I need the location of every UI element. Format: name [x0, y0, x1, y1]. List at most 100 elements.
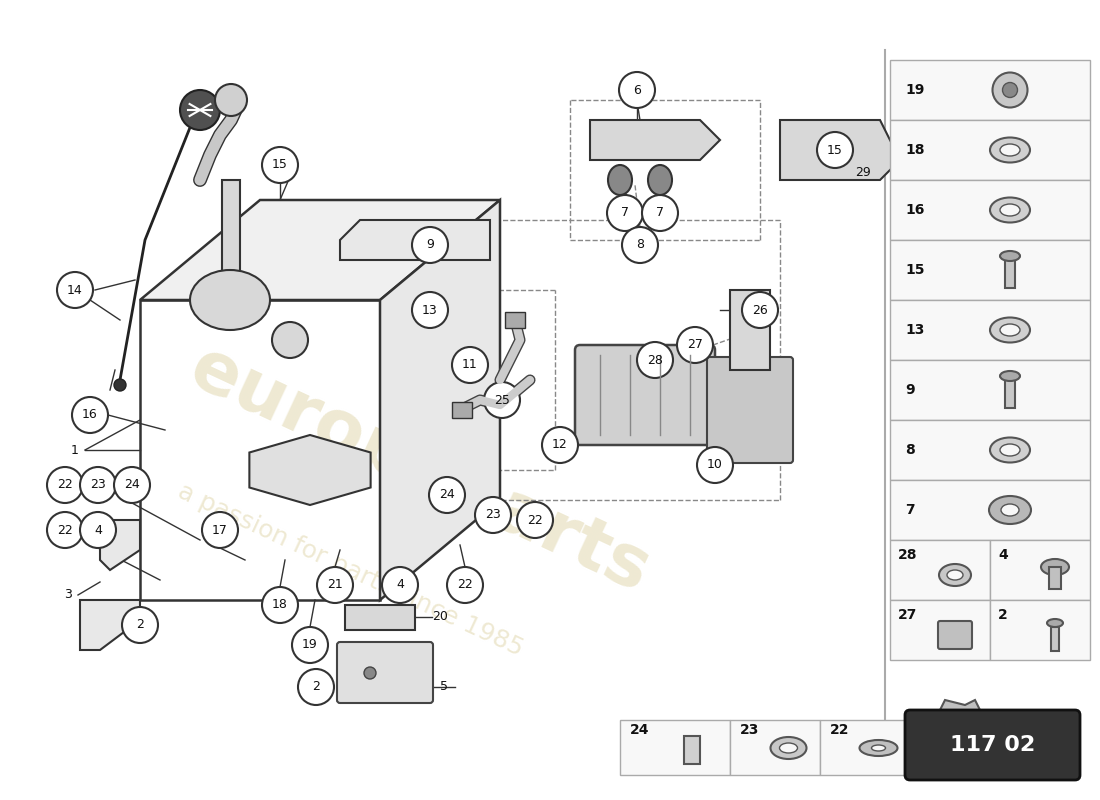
Circle shape: [697, 447, 733, 483]
Circle shape: [272, 322, 308, 358]
Bar: [890, 360, 1090, 420]
Text: 4: 4: [396, 578, 404, 591]
Text: 5: 5: [440, 681, 448, 694]
Bar: [683, 736, 700, 764]
Ellipse shape: [1000, 371, 1020, 381]
FancyBboxPatch shape: [905, 710, 1080, 780]
Text: 13: 13: [905, 323, 924, 337]
Text: 25: 25: [494, 394, 510, 406]
Circle shape: [57, 272, 94, 308]
Polygon shape: [590, 120, 720, 160]
Circle shape: [298, 669, 334, 705]
Ellipse shape: [947, 570, 962, 580]
Bar: [1005, 260, 1015, 288]
Text: 2: 2: [136, 618, 144, 631]
Text: 117 02: 117 02: [950, 735, 1035, 755]
Ellipse shape: [648, 165, 672, 195]
Text: 23: 23: [90, 478, 106, 491]
Circle shape: [429, 477, 465, 513]
Bar: [890, 180, 1090, 240]
Circle shape: [262, 147, 298, 183]
Text: 9: 9: [905, 383, 914, 397]
Ellipse shape: [1000, 324, 1020, 336]
Text: 22: 22: [57, 523, 73, 537]
Bar: [452, 402, 472, 418]
Circle shape: [262, 587, 298, 623]
Ellipse shape: [859, 740, 898, 756]
Text: 17: 17: [212, 523, 228, 537]
Circle shape: [382, 567, 418, 603]
Circle shape: [114, 467, 150, 503]
Text: 13: 13: [422, 303, 438, 317]
Ellipse shape: [780, 743, 798, 753]
Ellipse shape: [608, 165, 632, 195]
Ellipse shape: [1000, 204, 1020, 216]
Point: [653, 350, 667, 360]
Circle shape: [452, 347, 488, 383]
FancyBboxPatch shape: [938, 621, 972, 649]
Text: 19: 19: [302, 638, 318, 651]
Circle shape: [517, 502, 553, 538]
Circle shape: [214, 84, 248, 116]
Ellipse shape: [939, 564, 971, 586]
Ellipse shape: [990, 318, 1030, 342]
Circle shape: [484, 382, 520, 418]
Ellipse shape: [990, 138, 1030, 162]
Circle shape: [607, 195, 644, 231]
Text: 23: 23: [740, 723, 759, 737]
Text: 8: 8: [636, 238, 644, 251]
Text: 27: 27: [688, 338, 703, 351]
Text: 22: 22: [527, 514, 543, 526]
Ellipse shape: [1000, 444, 1020, 456]
Polygon shape: [140, 200, 500, 300]
Point: [593, 430, 606, 440]
Polygon shape: [379, 200, 500, 600]
Circle shape: [475, 497, 512, 533]
Polygon shape: [100, 520, 140, 570]
Text: 24: 24: [630, 723, 649, 737]
Text: 22: 22: [57, 478, 73, 491]
Text: 15: 15: [905, 263, 924, 277]
Text: 7: 7: [621, 206, 629, 219]
Polygon shape: [940, 700, 980, 710]
Text: 1: 1: [72, 443, 79, 457]
Bar: [890, 60, 1090, 120]
Circle shape: [72, 397, 108, 433]
Circle shape: [317, 567, 353, 603]
Text: 4: 4: [998, 548, 1008, 562]
Text: 24: 24: [124, 478, 140, 491]
Ellipse shape: [871, 745, 886, 751]
Bar: [1049, 567, 1061, 589]
Text: 23: 23: [485, 509, 501, 522]
Bar: [890, 120, 1090, 180]
Text: 28: 28: [898, 548, 917, 562]
Text: 6: 6: [634, 83, 641, 97]
Text: 22: 22: [830, 723, 849, 737]
Text: 28: 28: [647, 354, 663, 366]
Ellipse shape: [990, 438, 1030, 462]
Point: [624, 430, 637, 440]
Text: a passion for parts since 1985: a passion for parts since 1985: [174, 479, 527, 661]
Circle shape: [80, 467, 116, 503]
Text: 19: 19: [905, 83, 924, 97]
Text: 29: 29: [855, 166, 871, 178]
Text: 27: 27: [898, 608, 917, 622]
FancyBboxPatch shape: [575, 345, 715, 445]
Text: 20: 20: [432, 610, 448, 623]
Bar: [710, 380, 745, 410]
Ellipse shape: [990, 198, 1030, 222]
Text: 14: 14: [67, 283, 82, 297]
Ellipse shape: [1047, 619, 1063, 627]
Text: 15: 15: [827, 143, 843, 157]
Circle shape: [676, 327, 713, 363]
Text: 22: 22: [458, 578, 473, 591]
Polygon shape: [780, 120, 900, 180]
Bar: [890, 300, 1090, 360]
Text: 12: 12: [552, 438, 568, 451]
Text: 11: 11: [462, 358, 477, 371]
Bar: [890, 600, 990, 660]
Text: 2: 2: [312, 681, 320, 694]
Text: 24: 24: [439, 489, 455, 502]
Text: 9: 9: [426, 238, 433, 251]
Circle shape: [114, 379, 126, 391]
